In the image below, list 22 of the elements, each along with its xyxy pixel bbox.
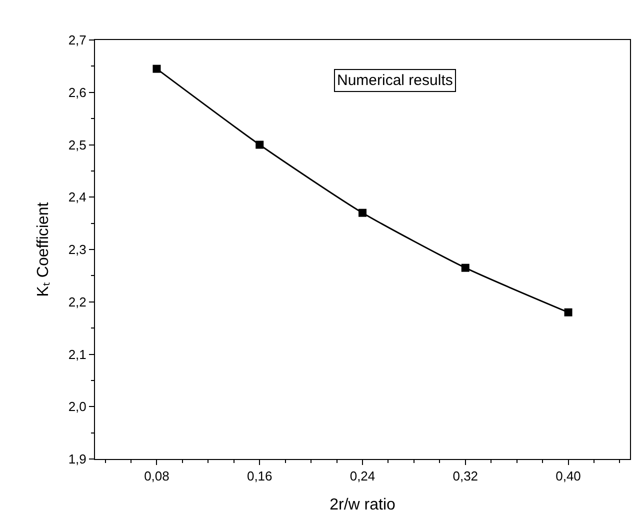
x-tick-label: 0,32 — [452, 468, 478, 484]
y-tick-label: 2,3 — [68, 242, 86, 258]
x-tick-label: 0,40 — [556, 468, 581, 484]
point — [358, 208, 366, 217]
point — [564, 308, 572, 316]
x-tick-label: 0,16 — [246, 468, 272, 484]
y-tick-label: 2,0 — [68, 399, 86, 414]
y-tick-label: 2,4 — [68, 190, 86, 205]
point — [461, 264, 470, 272]
x-axis-title: 2r/w ratio — [330, 496, 396, 514]
y-tick-label: 1,9 — [68, 452, 86, 467]
x-tick-label: 0,24 — [350, 468, 376, 484]
y-tick-label: 2,2 — [68, 294, 86, 310]
point — [256, 140, 264, 149]
y-tick-label: 2,1 — [68, 346, 86, 362]
x-tick-label: 0,08 — [144, 468, 170, 484]
y-tick-label: 2,7 — [68, 32, 86, 48]
annotation: Numerical results — [337, 72, 453, 89]
y-axis-title: Kₜ Coefficient — [35, 202, 52, 297]
y-tick-label: 2,6 — [68, 84, 86, 100]
point — [152, 64, 161, 73]
y-tick-label: 2,5 — [68, 137, 86, 152]
